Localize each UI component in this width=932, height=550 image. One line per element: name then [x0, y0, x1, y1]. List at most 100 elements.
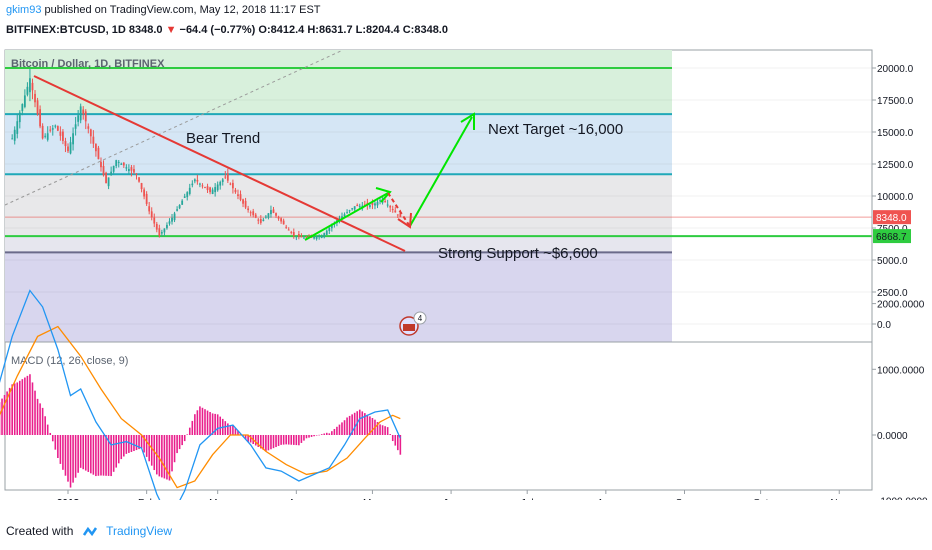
macd-histogram-bar	[150, 435, 153, 466]
chart-area[interactable]: Bitcoin / Dollar, 1D, BITFINEX Bear Tren…	[0, 0, 932, 500]
candle-body	[92, 136, 95, 144]
pullback-arrow-head	[397, 212, 412, 229]
macd-y-tick-label: 0.0000	[877, 431, 908, 442]
candle-body	[391, 209, 394, 211]
candle-body	[285, 226, 288, 228]
candle-body	[232, 182, 234, 189]
candle-body	[196, 179, 199, 182]
macd-histogram-bar	[358, 409, 361, 435]
candle-body	[267, 213, 270, 218]
macd-histogram-bar	[399, 435, 402, 455]
macd-histogram-bar	[84, 435, 87, 471]
candle-body	[18, 112, 21, 123]
macd-histogram-bar	[257, 435, 260, 447]
macd-histogram-bar	[247, 435, 249, 443]
x-tick-label: Oct	[753, 498, 769, 500]
candle-body	[353, 206, 356, 210]
candle-body	[396, 214, 399, 216]
diagonal-dashed-line	[4, 49, 344, 206]
macd-histogram-bar	[204, 409, 206, 435]
candle-body	[199, 183, 201, 185]
macd-histogram-bar	[391, 435, 394, 442]
macd-histogram-bar	[125, 435, 128, 454]
macd-histogram-bar	[331, 431, 333, 435]
candle-body	[343, 214, 346, 217]
x-tick-label: 2018	[57, 498, 80, 500]
candle-body	[287, 229, 290, 231]
username-link[interactable]: gkim93	[6, 4, 42, 16]
candle-body	[300, 236, 303, 238]
macd-histogram-bar	[366, 414, 369, 435]
candle-body	[376, 201, 379, 206]
strong-support-label: Strong Support ~$6,600	[438, 245, 598, 262]
macd-histogram-bar	[320, 434, 323, 435]
candle-body	[23, 95, 26, 107]
candle-body	[171, 217, 173, 222]
macd-histogram-bar	[270, 435, 272, 450]
x-tick-label: Apr	[289, 498, 305, 500]
candle-body	[310, 237, 313, 239]
macd-histogram-bar	[394, 435, 397, 446]
macd-histogram-bar	[389, 434, 391, 435]
price-zone	[5, 236, 672, 253]
candle-body	[148, 206, 151, 212]
created-with-text: Created with	[6, 524, 74, 538]
macd-histogram-bar	[234, 427, 237, 435]
candle-body	[72, 133, 74, 145]
ohlc-values: O:8412.4 H:8631.7 L:8204.4 C:8348.0	[258, 24, 448, 36]
macd-histogram-bar	[13, 383, 16, 435]
macd-histogram-bar	[232, 425, 234, 435]
macd-histogram-bar	[82, 435, 85, 470]
candle-body	[259, 219, 262, 223]
uptrend-arrow	[304, 192, 389, 241]
candle-body	[120, 163, 123, 165]
candle-body	[143, 189, 146, 197]
red-dashed-arrow	[387, 192, 412, 229]
macd-histogram-bar	[249, 435, 252, 443]
candle-body	[112, 165, 115, 172]
candle-body	[221, 179, 224, 182]
last-price-tag-label: 8348.0	[876, 213, 907, 224]
event-badge[interactable]: 4	[399, 311, 427, 336]
macd-histogram-bar	[100, 435, 102, 476]
macd-histogram-bar	[77, 435, 79, 473]
macd-title: MACD (12, 26, close, 9)	[11, 355, 128, 367]
macd-histogram-bar	[323, 433, 326, 435]
macd-histogram-bar	[90, 435, 92, 474]
candle-body	[67, 146, 69, 152]
candle-body	[49, 129, 52, 131]
macd-histogram-bar	[209, 412, 211, 435]
macd-histogram-bar	[272, 435, 275, 449]
macd-histogram-bar	[158, 435, 161, 477]
macd-histogram-bar	[214, 413, 216, 435]
macd-line	[0, 289, 401, 500]
tradingview-brand-link[interactable]: TradingView	[106, 524, 173, 538]
macd-histogram-bar	[313, 435, 315, 437]
macd-histogram-bar	[34, 390, 36, 435]
candle-body	[303, 237, 305, 239]
macd-histogram-bar	[381, 425, 384, 435]
macd-histogram-bar	[282, 435, 285, 445]
candle-body	[257, 219, 260, 221]
macd-histogram-bar	[186, 434, 189, 435]
macd-histogram-bar	[1, 398, 3, 435]
macd-histogram-bar	[161, 435, 163, 478]
candle-body	[386, 204, 389, 206]
bear-trend-line	[33, 75, 406, 252]
macd-histogram-bar	[6, 391, 8, 435]
macd-histogram-bar	[397, 435, 399, 451]
macd-histogram-bar	[219, 416, 222, 435]
macd-histogram-bar	[292, 435, 295, 445]
candle-body	[79, 106, 82, 121]
macd-histogram-bar	[31, 382, 34, 435]
macd-histogram-bar	[133, 435, 135, 452]
candle-body	[229, 183, 232, 185]
candle-body	[69, 142, 72, 154]
macd-histogram-bar	[343, 420, 346, 435]
macd-histogram-bar	[107, 435, 110, 476]
candle-body	[117, 161, 120, 163]
candle-body	[74, 124, 77, 129]
last-price-tag	[873, 210, 911, 225]
macd-histogram-bar	[105, 435, 107, 476]
candle-body	[87, 126, 90, 129]
